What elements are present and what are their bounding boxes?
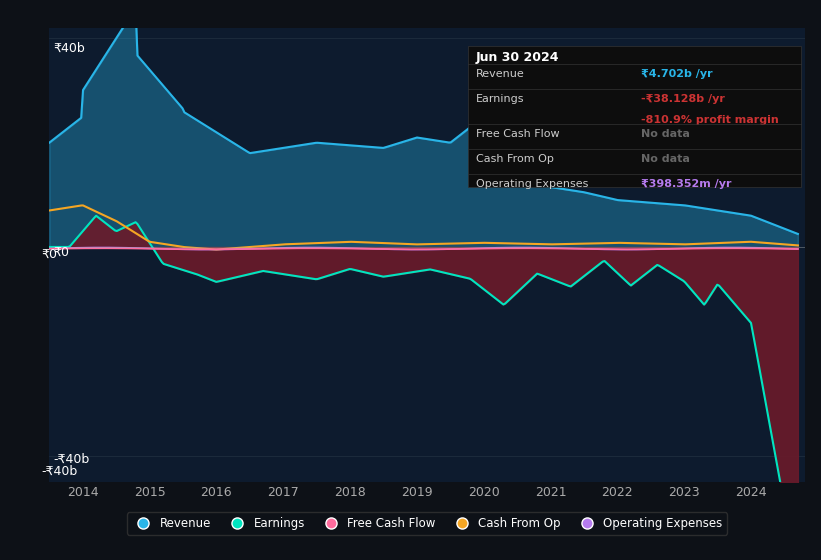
- Text: ₹40b: ₹40b: [53, 41, 85, 55]
- Text: Earnings: Earnings: [476, 94, 525, 104]
- Text: Jun 30 2024: Jun 30 2024: [476, 50, 560, 64]
- Text: ₹0: ₹0: [42, 248, 57, 262]
- FancyBboxPatch shape: [469, 46, 800, 187]
- Text: Free Cash Flow: Free Cash Flow: [476, 129, 560, 139]
- Text: ₹4.702b /yr: ₹4.702b /yr: [641, 69, 713, 79]
- Text: -₹40b: -₹40b: [53, 452, 89, 466]
- Text: No data: No data: [641, 153, 690, 164]
- Text: ₹0: ₹0: [53, 246, 69, 259]
- Text: -810.9% profit margin: -810.9% profit margin: [641, 115, 779, 125]
- Legend: Revenue, Earnings, Free Cash Flow, Cash From Op, Operating Expenses: Revenue, Earnings, Free Cash Flow, Cash …: [126, 512, 727, 535]
- Text: Revenue: Revenue: [476, 69, 525, 79]
- Text: Cash From Op: Cash From Op: [476, 153, 554, 164]
- Text: Operating Expenses: Operating Expenses: [476, 179, 589, 189]
- Text: -₹38.128b /yr: -₹38.128b /yr: [641, 94, 725, 104]
- Text: -₹40b: -₹40b: [42, 464, 78, 478]
- Text: ₹398.352m /yr: ₹398.352m /yr: [641, 179, 732, 189]
- Text: No data: No data: [641, 129, 690, 139]
